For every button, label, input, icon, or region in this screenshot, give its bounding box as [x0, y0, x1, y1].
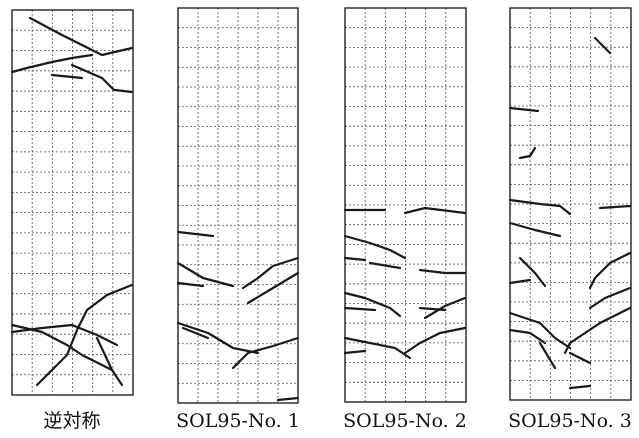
crack: [508, 311, 572, 350]
crack: [343, 306, 377, 312]
crack: [181, 326, 210, 340]
specimen-frame: [509, 7, 632, 401]
crack: [176, 321, 260, 355]
specimen-frame: [11, 9, 134, 396]
crack: [343, 291, 402, 318]
specimen-panel: SOL95-No. 3: [508, 7, 632, 432]
crack: [508, 198, 572, 216]
specimen-panel: SOL95-No. 2: [343, 7, 467, 432]
crack: [10, 323, 124, 387]
crack: [403, 326, 467, 355]
crack: [246, 271, 300, 305]
grid: [510, 8, 631, 400]
specimen-panel: SOL95-No. 1: [176, 7, 300, 432]
panel-label: 逆対称: [43, 410, 100, 432]
crack: [10, 53, 94, 74]
panel-label: SOL95-No. 1: [176, 410, 300, 432]
grid: [12, 10, 133, 395]
crack: [368, 261, 402, 270]
crack: [343, 234, 407, 260]
crack: [10, 323, 119, 347]
crack: [588, 286, 632, 310]
crack: [176, 281, 205, 288]
crack: [276, 396, 300, 402]
crack: [231, 336, 300, 370]
crack: [538, 341, 557, 370]
crack: [343, 336, 412, 360]
crack: [423, 296, 467, 320]
crack: [35, 283, 134, 387]
crack: [176, 230, 215, 238]
crack: [588, 251, 632, 290]
cracks: [508, 36, 632, 390]
panel-label: SOL95-No. 2: [343, 410, 467, 432]
crack: [598, 204, 632, 210]
crack: [241, 256, 300, 290]
crack: [28, 16, 134, 57]
grid: [178, 8, 298, 403]
crack: [508, 278, 532, 285]
crack: [95, 336, 114, 372]
grid: [345, 8, 466, 402]
cracks: [10, 16, 134, 387]
crack: [50, 73, 84, 80]
crack: [508, 221, 562, 238]
crack: [70, 63, 116, 92]
crack: [568, 351, 592, 365]
crack: [176, 261, 235, 288]
cracks: [343, 206, 467, 360]
specimen-frame: [344, 7, 467, 403]
crack: [568, 384, 592, 390]
crack: [403, 206, 467, 215]
cracks: [176, 230, 300, 402]
crack: [113, 88, 134, 94]
crack: [418, 268, 467, 275]
crack: [343, 256, 367, 262]
panel-label: SOL95-No. 3: [508, 410, 632, 432]
specimen-panel: 逆対称: [10, 9, 134, 432]
crack: [508, 106, 540, 113]
crack: [343, 349, 367, 355]
crack: [518, 256, 547, 288]
crack: [508, 328, 547, 345]
specimen-frame: [177, 7, 299, 404]
crack: [563, 306, 632, 355]
crack: [593, 36, 612, 55]
crack: [518, 146, 537, 160]
